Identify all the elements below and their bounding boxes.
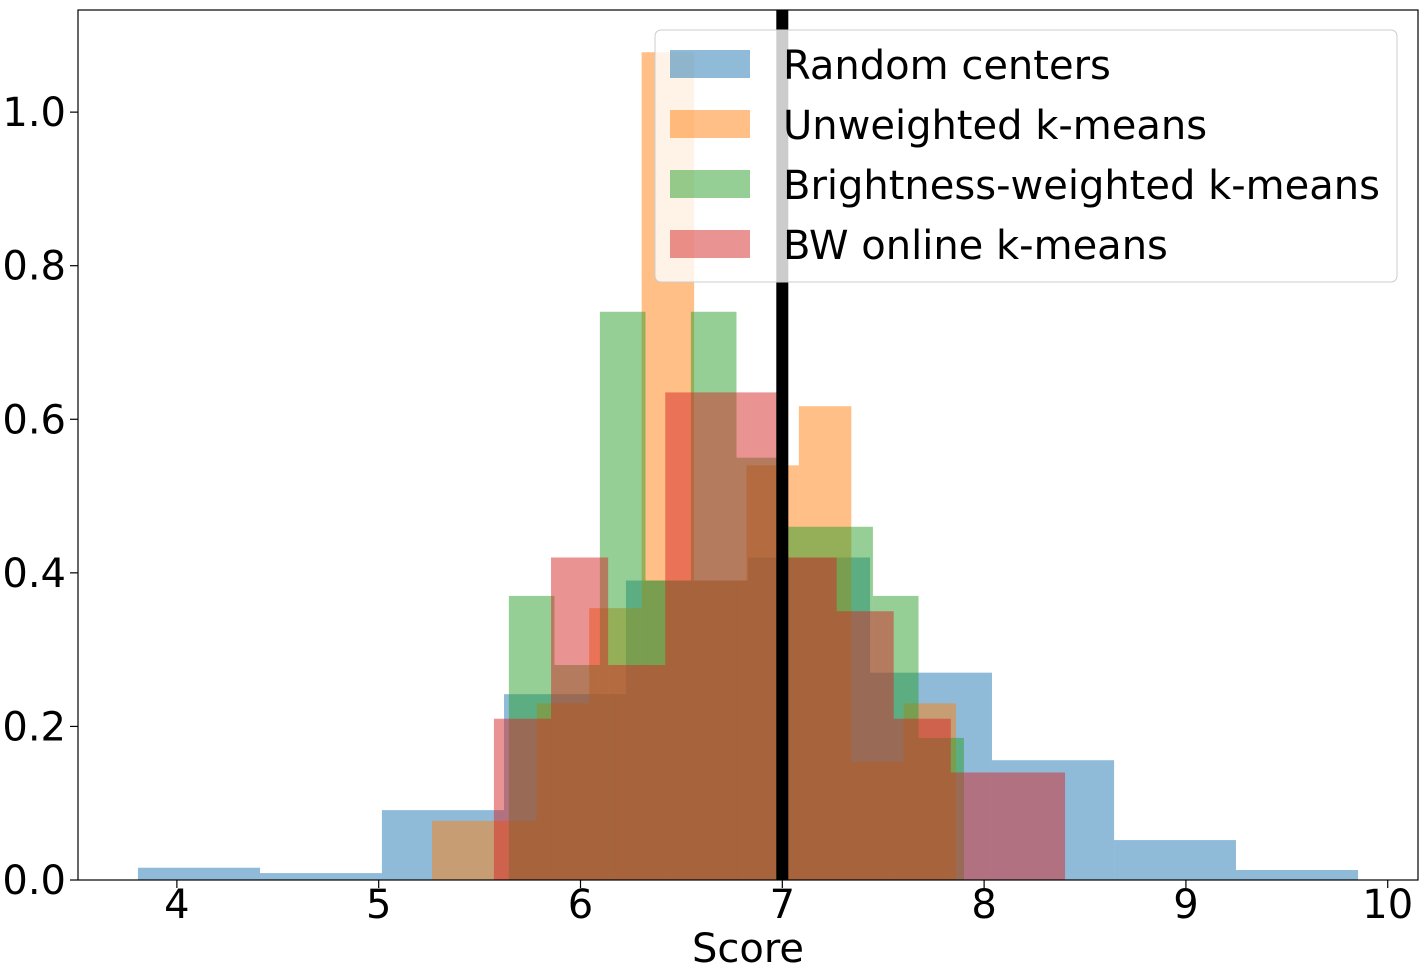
x-tick-label: 4 bbox=[164, 882, 189, 928]
x-tick-label: 6 bbox=[568, 882, 593, 928]
y-tick-label: 0.6 bbox=[2, 397, 66, 443]
bar bbox=[1235, 870, 1359, 880]
plot-frame bbox=[77, 9, 1419, 881]
x-axis-label: Score bbox=[692, 926, 804, 972]
x-tick-label: 9 bbox=[1173, 882, 1198, 928]
y-tick-label: 0.2 bbox=[2, 704, 66, 750]
bar bbox=[551, 557, 609, 880]
bar bbox=[665, 392, 723, 880]
bar bbox=[1114, 840, 1236, 880]
bar bbox=[722, 392, 780, 880]
x-tick-label: 8 bbox=[971, 882, 996, 928]
x-tick-label: 5 bbox=[366, 882, 391, 928]
legend-swatch bbox=[670, 170, 750, 198]
legend-box bbox=[654, 29, 1398, 283]
x-tick-label: 10 bbox=[1362, 882, 1413, 928]
bar bbox=[779, 557, 837, 880]
legend: Random centers Unweighted k-means Brightne… bbox=[654, 29, 1398, 283]
y-tick-label: 1.0 bbox=[2, 90, 66, 136]
y-tick-label: 0.0 bbox=[2, 858, 66, 904]
bar bbox=[950, 772, 1008, 880]
legend-label: Random centers bbox=[783, 43, 1111, 89]
legend-swatch bbox=[670, 50, 750, 78]
legend-swatch bbox=[670, 230, 750, 258]
bar bbox=[608, 664, 666, 880]
bar bbox=[1007, 772, 1066, 880]
bar bbox=[493, 718, 552, 880]
bar bbox=[260, 873, 382, 880]
legend-swatch bbox=[670, 110, 750, 138]
y-tick-label: 0.4 bbox=[2, 551, 66, 597]
legend-label: Unweighted k-means bbox=[783, 103, 1207, 149]
bar bbox=[836, 611, 894, 880]
legend-label: BW online k-means bbox=[783, 223, 1168, 269]
x-tick-label: 7 bbox=[770, 882, 795, 928]
bar bbox=[431, 820, 485, 880]
bar bbox=[893, 718, 951, 880]
y-tick-label: 0.8 bbox=[2, 244, 66, 290]
legend-label: Brightness-weighted k-means bbox=[783, 163, 1380, 209]
bar bbox=[137, 867, 261, 880]
